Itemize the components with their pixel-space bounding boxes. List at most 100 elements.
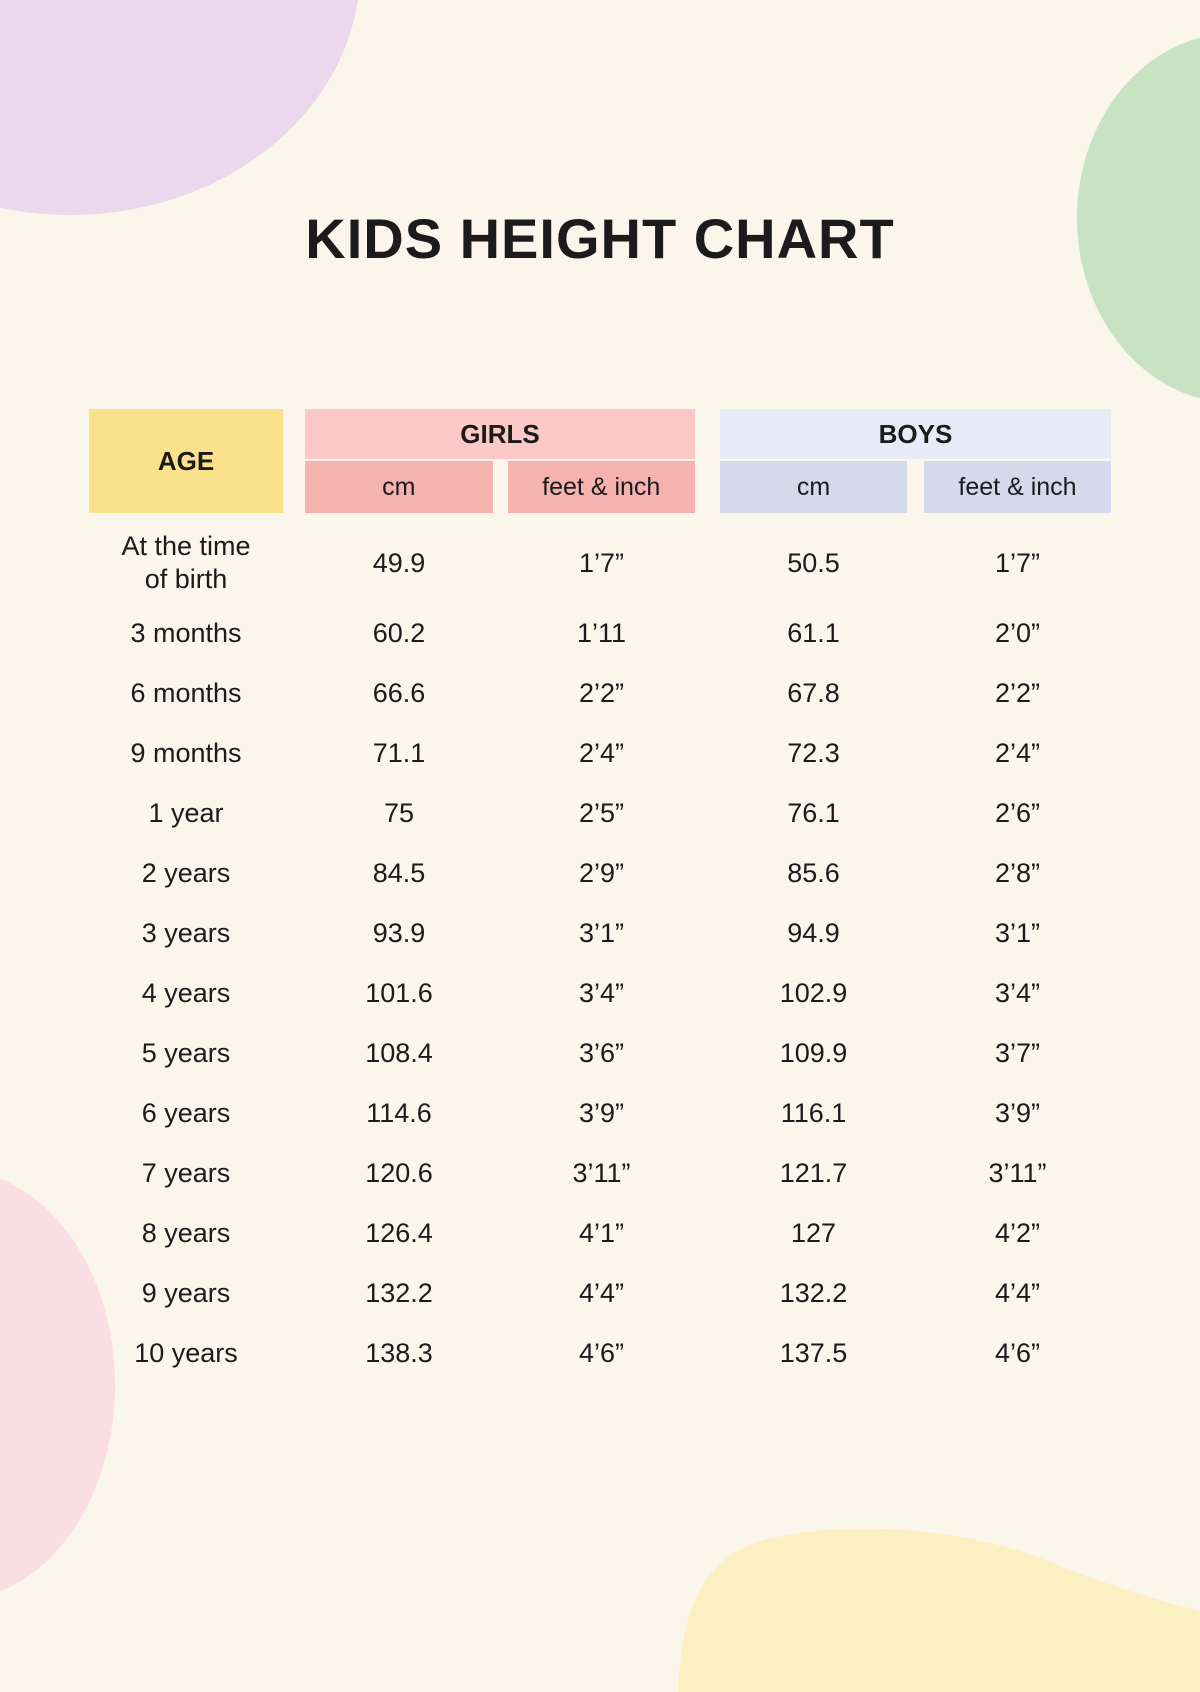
age-cell: 10 years [134,1337,238,1368]
boys-ft-cell: 4’2” [994,1217,1041,1248]
blob-green-top-right [1077,37,1200,399]
boys-ft-cell: 4’6” [994,1337,1041,1368]
age-cell: 7 years [141,1157,231,1188]
girls-ft-cell: 4’4” [578,1277,625,1308]
boys-ft-cell: 2’8” [994,857,1041,888]
boys-cm-cell: 116.1 [780,1097,847,1128]
age-cell: 8 years [141,1217,231,1248]
boys-cm-cell: 132.2 [779,1277,848,1308]
boys-cm-cell: 137.5 [779,1337,848,1368]
boys-cm-cell: 102.9 [779,977,848,1008]
girls-cm-cell: 120.6 [365,1157,433,1188]
boys-cm-header: cm [720,461,907,513]
table-row: 3 years 93.9 3’1” 94.9 3’1” [89,903,1111,963]
boys-column-group: BOYS cm feet & inch [720,409,1111,513]
height-table: AGE GIRLS cm feet & inch BOYS cm feet & … [89,409,1111,1383]
age-cell: 5 years [141,1037,231,1068]
table-row: 5 years 108.4 3’6” 109.9 3’7” [89,1023,1111,1083]
boys-feet-inch-header: feet & inch [924,461,1111,513]
page-title: KIDS HEIGHT CHART [305,207,895,270]
boys-cm-cell: 94.9 [787,917,840,948]
girls-ft-cell: 4’1” [578,1217,625,1248]
table-row: 4 years 101.6 3’4” 102.9 3’4” [89,963,1111,1023]
girls-ft-cell: 3’11” [572,1157,631,1188]
table-row: 1 year 75 2’5” 76.1 2’6” [89,783,1111,843]
girls-feet-inch-header: feet & inch [507,461,695,513]
boys-ft-cell: 2’0” [994,617,1041,648]
girls-ft-cell: 2’5” [578,797,625,828]
age-cell: 9 months [130,737,242,768]
girls-ft-cell: 2’2” [578,677,625,708]
age-cell: At the time of birth [121,531,251,594]
boys-ft-cell: 3’11” [988,1157,1047,1188]
age-cell: 6 years [141,1097,231,1128]
age-cell: 4 years [141,977,231,1008]
table-row: 7 years 120.6 3’11” 121.7 3’11” [89,1143,1111,1203]
table-row: 2 years 84.5 2’9” 85.6 2’8” [89,843,1111,903]
girls-cm-cell: 138.3 [365,1337,433,1368]
girls-ft-cell: 3’9” [578,1097,625,1128]
girls-cm-cell: 49.9 [372,547,426,578]
girls-ft-cell: 1’7” [578,547,625,578]
boys-cm-cell: 61.1 [787,617,840,648]
boys-cm-cell: 72.3 [787,737,840,768]
age-cell: 3 months [130,617,242,648]
girls-cm-cell: 132.2 [365,1277,433,1308]
age-column-header: AGE [89,409,283,513]
age-cell: 9 years [141,1277,231,1308]
age-cell: 1 year [148,797,224,828]
girls-cm-cell: 84.5 [372,857,426,888]
girls-cm-cell: 114.6 [366,1097,432,1128]
girls-cm-cell: 93.9 [372,917,426,948]
girls-cm-cell: 75 [383,797,415,828]
table-header: AGE GIRLS cm feet & inch BOYS cm feet & … [89,409,1111,513]
girls-cm-cell: 66.6 [372,677,426,708]
boys-subheader-row: cm feet & inch [720,461,1111,513]
boys-ft-cell: 2’2” [994,677,1041,708]
boys-ft-cell: 3’9” [994,1097,1041,1128]
age-cell: 2 years [141,857,231,888]
boys-cm-cell: 109.9 [779,1037,848,1068]
girls-ft-cell: 4’6” [578,1337,625,1368]
table-row: 6 months 66.6 2’2” 67.8 2’2” [89,663,1111,723]
blob-lilac-top-left [0,0,358,215]
girls-cm-header: cm [305,461,493,513]
boys-ft-cell: 3’7” [994,1037,1041,1068]
table-row: 8 years 126.4 4’1” 127 4’2” [89,1203,1111,1263]
boys-cm-cell: 127 [790,1217,837,1248]
age-cell: 6 months [130,677,242,708]
girls-ft-cell: 1’11 [576,617,627,648]
boys-cm-cell: 76.1 [787,797,840,828]
girls-cm-cell: 60.2 [372,617,426,648]
girls-subheader-row: cm feet & inch [305,461,695,513]
girls-ft-cell: 3’4” [578,977,625,1008]
boys-ft-cell: 3’4” [994,977,1041,1008]
boys-cm-cell: 85.6 [787,857,840,888]
table-row: 3 months 60.2 1’11 61.1 2’0” [89,603,1111,663]
table-row: At the time of birth 49.9 1’7” 50.5 1’7” [89,513,1111,603]
boys-group-header: BOYS [720,409,1111,459]
blob-pink-bottom-left [0,1178,115,1592]
girls-cm-cell: 126.4 [365,1217,433,1248]
boys-ft-cell: 1’7” [994,547,1041,578]
boys-ft-cell: 2’4” [994,737,1041,768]
table-row: 9 years 132.2 4’4” 132.2 4’4” [89,1263,1111,1323]
blob-yellow-bottom-right [678,1528,1200,1692]
girls-cm-cell: 108.4 [365,1037,433,1068]
boys-ft-cell: 4’4” [994,1277,1041,1308]
girls-group-header: GIRLS [305,409,695,459]
girls-cm-cell: 101.6 [365,977,433,1008]
girls-column-group: GIRLS cm feet & inch [305,409,695,513]
girls-ft-cell: 3’1” [578,917,625,948]
table-row: 10 years 138.3 4’6” 137.5 4’6” [89,1323,1111,1383]
girls-ft-cell: 2’9” [578,857,625,888]
table-body: At the time of birth 49.9 1’7” 50.5 1’7”… [89,513,1111,1383]
boys-cm-cell: 121.7 [779,1157,848,1188]
girls-cm-cell: 71.1 [372,737,426,768]
table-row: 9 months 71.1 2’4” 72.3 2’4” [89,723,1111,783]
boys-ft-cell: 3’1” [994,917,1041,948]
boys-cm-cell: 67.8 [787,677,840,708]
girls-ft-cell: 2’4” [578,737,625,768]
